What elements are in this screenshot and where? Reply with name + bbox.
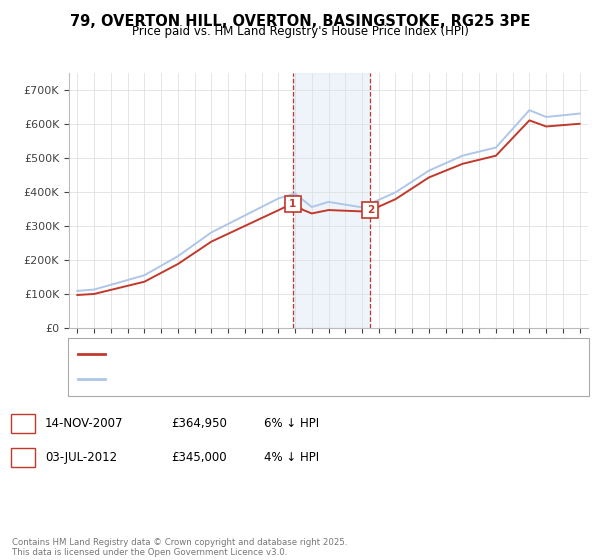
Text: 2: 2 <box>20 451 27 464</box>
Text: £364,950: £364,950 <box>171 417 227 431</box>
Text: 4% ↓ HPI: 4% ↓ HPI <box>264 451 319 464</box>
Text: Contains HM Land Registry data © Crown copyright and database right 2025.
This d: Contains HM Land Registry data © Crown c… <box>12 538 347 557</box>
Text: Price paid vs. HM Land Registry's House Price Index (HPI): Price paid vs. HM Land Registry's House … <box>131 25 469 38</box>
Text: £345,000: £345,000 <box>171 451 227 464</box>
Bar <box>293 73 370 328</box>
Text: HPI: Average price, detached house, Basingstoke and Deane: HPI: Average price, detached house, Basi… <box>111 374 427 384</box>
Text: 03-JUL-2012: 03-JUL-2012 <box>45 451 117 464</box>
Text: 79, OVERTON HILL, OVERTON, BASINGSTOKE, RG25 3PE (detached house): 79, OVERTON HILL, OVERTON, BASINGSTOKE, … <box>111 349 497 360</box>
Text: 2: 2 <box>367 206 374 216</box>
Text: 1: 1 <box>20 417 27 431</box>
Text: 14-NOV-2007: 14-NOV-2007 <box>45 417 124 431</box>
Text: 1: 1 <box>289 199 296 209</box>
Text: 6% ↓ HPI: 6% ↓ HPI <box>264 417 319 431</box>
Text: 79, OVERTON HILL, OVERTON, BASINGSTOKE, RG25 3PE: 79, OVERTON HILL, OVERTON, BASINGSTOKE, … <box>70 14 530 29</box>
